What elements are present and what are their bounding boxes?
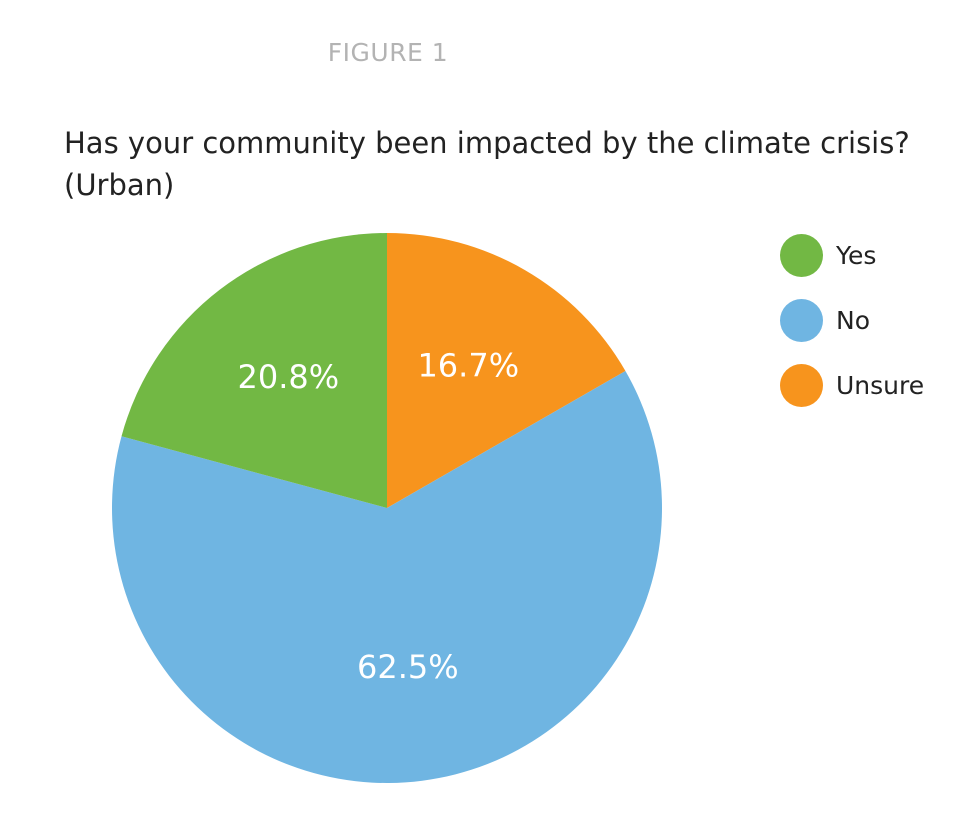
chart-title: Has your community been impacted by the …	[64, 126, 910, 160]
pie-label-yes: 20.8%	[238, 358, 340, 396]
pie-slice-unsure	[387, 233, 626, 508]
pie-labels: 16.7% 62.5% 20.8%	[238, 347, 520, 686]
chart-title-block: Has your community been impacted by the …	[64, 122, 954, 206]
pie-slices	[111, 233, 662, 783]
legend-swatch-no	[780, 299, 823, 342]
legend-label-no: No	[836, 306, 870, 335]
legend-label-unsure: Unsure	[836, 371, 925, 400]
chart-subtitle: (Urban)	[64, 168, 175, 202]
pie-slice-no	[111, 370, 662, 783]
pie-slice-yes	[121, 233, 387, 508]
legend-swatch-yes	[780, 234, 823, 277]
figure-label: FIGURE 1	[327, 38, 449, 67]
legend-label-yes: Yes	[836, 241, 877, 270]
legend-swatch-unsure	[780, 364, 823, 407]
pie-label-unsure: 16.7%	[417, 347, 519, 385]
pie-label-no: 62.5%	[357, 648, 459, 686]
